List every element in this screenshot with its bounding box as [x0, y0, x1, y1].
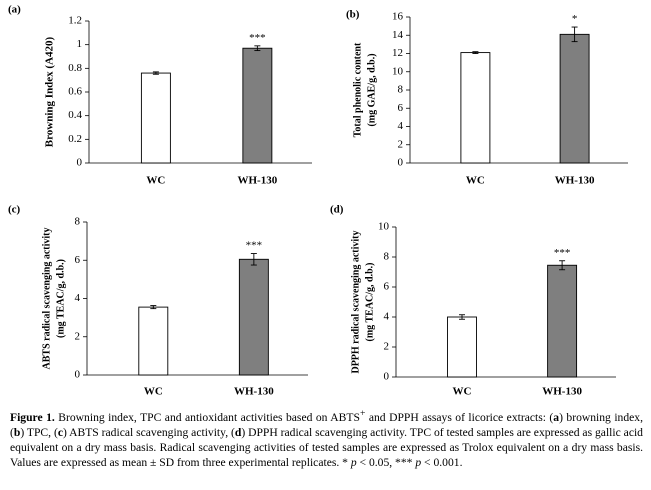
panel-d-y-tick-label: 8 [384, 251, 390, 263]
panel-b-y-tick-label: 16 [392, 11, 404, 23]
panel-a-y-tick-label: 0.6 [68, 86, 82, 98]
panel-c-y-axis-label: (mg TEAC/g, d.b.) [55, 259, 66, 338]
caption-text: < 0.001. [421, 456, 463, 470]
caption-text: and DPPH assays of licorice extracts: ( [365, 410, 554, 424]
panel-d-significance: *** [554, 247, 571, 259]
caption-text: < 0.05, *** [356, 456, 416, 470]
panel-c-category-label: WH-130 [234, 386, 274, 398]
panel-c-y-tick-label: 6 [75, 254, 81, 266]
panel-a-bar-wc [140, 72, 171, 164]
panel-d-y-tick-label: 10 [378, 221, 390, 233]
panel-a-y-tick-label: 0.2 [68, 133, 82, 145]
caption-text: ) browning index, ( [10, 410, 643, 440]
panel-c-label: (c) [8, 204, 21, 216]
panel-d-y-tick-label: 0 [384, 371, 390, 383]
panel-a-label: (a) [8, 4, 21, 16]
panel-a-category-label: WC [146, 175, 165, 187]
caption-text: ) TPC, ( [20, 426, 58, 440]
panel-a-y-tick-label: 1.2 [68, 15, 82, 27]
caption-panel-ref: b [13, 426, 21, 440]
caption-text: ) DPPH radical scavenging activity. TPC … [10, 426, 643, 470]
panel-d-bar-wc [447, 316, 477, 378]
panel-b-y-tick-label: 2 [398, 138, 404, 150]
panel-b-label: (b) [346, 9, 360, 21]
panel-a-y-tick-label: 1 [77, 38, 83, 50]
panel-a-y-tick-label: 0.8 [68, 62, 82, 74]
caption-text: ) ABTS radical scavenging activity, ( [62, 426, 235, 440]
panel-b-bar-wh-130 [559, 33, 590, 164]
figure-charts: (a) 0 0.2 0.4 0.6 0.8 1 1.2 Browning Index (A420… [8, 4, 628, 398]
caption-panel-ref: a [553, 410, 560, 424]
panel-a-y-axis-label: Browning Index (A420) [44, 36, 56, 147]
panel-c-y-tick-label: 2 [75, 330, 81, 342]
panel-d-category-label: WH-130 [542, 386, 582, 398]
panel-c-y-tick-label: 8 [75, 216, 81, 228]
panel-d-y-axis-label: DPPH radical scavenging activity [350, 230, 361, 373]
figure-caption: Figure 1. Browning index, TPC and antiox… [10, 406, 643, 471]
panel-c-y-tick-label: 4 [75, 292, 81, 304]
panel-b-y-tick-label: 8 [398, 84, 404, 96]
panel-d-y-tick-label: 2 [384, 341, 390, 353]
panel-d-bar-wh-130 [547, 264, 578, 378]
panel-b-y-tick-label: 10 [392, 65, 404, 77]
panel-b-y-tick-label: 6 [398, 102, 404, 114]
panel-b-y-axis-label: Total phenolic content [352, 42, 363, 137]
panel-d-y-tick-label: 6 [384, 281, 390, 293]
panel-d-y-axis-label: (mg TEAC/g, d.b.) [364, 263, 375, 342]
panel-a-bar-wh-130 [242, 47, 273, 164]
panel-d-category-label: WC [453, 386, 472, 398]
panel-b-y-axis-label: (mg GAE/g, d.b.) [366, 53, 377, 126]
panel-a-y-tick-label: 0.4 [68, 109, 82, 121]
panel-d-label: (d) [330, 204, 344, 216]
caption-text: Browning index, TPC and antioxidant acti… [54, 410, 360, 424]
panel-a-y-tick-label: 0 [77, 157, 83, 169]
panel-c-category-label: WC [144, 386, 163, 398]
caption-superscript: + [359, 408, 366, 419]
panel-c-y-tick-label: 0 [75, 369, 81, 381]
panel-b-category-label: WH-130 [555, 175, 595, 187]
panel-c-bar-wc [138, 306, 169, 376]
panel-b-category-label: WC [466, 175, 485, 187]
panel-b-y-tick-label: 14 [392, 29, 404, 41]
panel-a-significance: *** [249, 32, 266, 44]
panel-d-y-tick-label: 4 [384, 311, 390, 323]
panel-c-y-axis-label: ABTS radical scavenging activity [41, 228, 52, 370]
panel-c-bar-wh-130 [238, 258, 269, 376]
panel-c-significance: *** [246, 240, 263, 252]
panel-b-y-tick-label: 4 [398, 120, 404, 132]
panel-a-category-label: WH-130 [237, 175, 277, 187]
panel-b-bar-wc [460, 52, 491, 164]
panel-b-y-tick-label: 12 [392, 47, 403, 59]
caption-panel-ref: d [234, 426, 242, 440]
caption-italic: p [350, 456, 357, 470]
figure-label: Figure 1. [10, 410, 55, 424]
panel-b-significance: * [572, 13, 578, 25]
caption-panel-ref: c [57, 426, 63, 440]
caption-italic: p [415, 456, 422, 470]
panel-b-y-tick-label: 0 [398, 157, 404, 169]
